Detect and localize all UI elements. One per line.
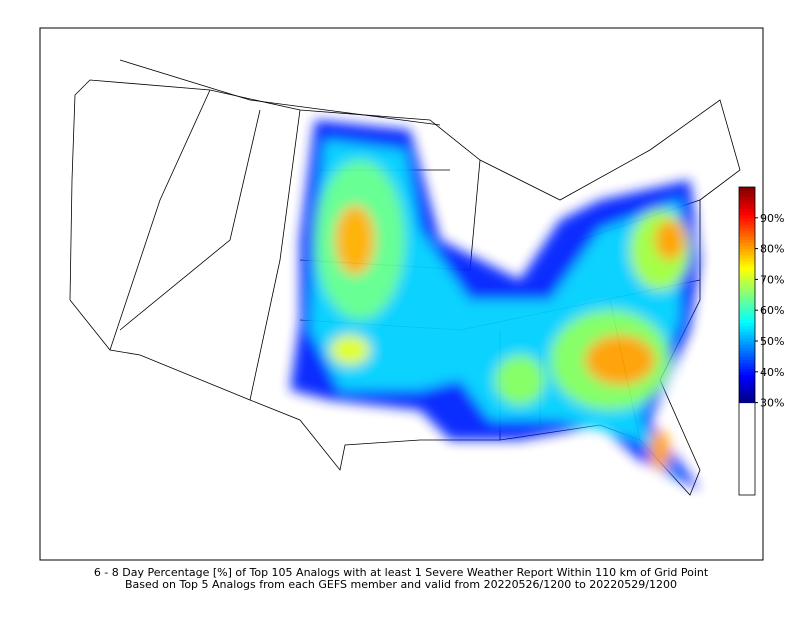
colorbar-segment [739, 390, 755, 394]
colorbar-segment [739, 233, 755, 237]
colorbar-tick-label: 50% [760, 335, 784, 348]
colorbar-segment [739, 208, 755, 213]
colorbar-segment [739, 322, 755, 327]
caption-line: Based on Top 5 Analogs from each GEFS me… [125, 578, 677, 591]
colorbar-segment [739, 304, 755, 308]
colorbar-segment [739, 245, 755, 250]
colorbar-segment [739, 319, 755, 324]
colorbar-tick-label: 70% [760, 273, 784, 286]
colorbar-segment [739, 313, 755, 317]
colorbar-segment [739, 384, 755, 388]
colorbar-tick-label: 90% [760, 212, 784, 225]
colorbar-segment [739, 347, 755, 351]
colorbar-segment [739, 368, 755, 373]
colorbar-segment [739, 331, 755, 336]
colorbar-segment [739, 300, 755, 305]
caption-line: 6 - 8 Day Percentage [%] of Top 105 Anal… [94, 566, 709, 579]
colorbar-segment [739, 260, 755, 265]
colorbar-segment [739, 294, 755, 299]
colorbar-segment [739, 353, 755, 357]
colorbar-segment [739, 350, 755, 354]
colorbar-segment [739, 396, 755, 401]
heatmap [290, 120, 700, 490]
colorbar-segment [739, 211, 755, 216]
colorbar-segment [739, 310, 755, 314]
colorbar-segment [739, 365, 755, 370]
colorbar-segment [739, 223, 755, 228]
colorbar-segment [739, 187, 755, 191]
colorbar-segment [739, 257, 755, 262]
colorbar-tick-label: 60% [760, 304, 784, 317]
colorbar-segment [739, 393, 755, 397]
colorbar-segment [739, 381, 755, 385]
colorbar-segment [739, 291, 755, 296]
colorbar-segment [739, 273, 755, 277]
colorbar-segment [739, 356, 755, 360]
colorbar-segment [739, 359, 755, 364]
colorbar-segment [739, 316, 755, 320]
colorbar-segment [739, 254, 755, 259]
colorbar: 30% 40% 50% 60% 70% 80% 90% [738, 186, 784, 496]
colorbar-segment [739, 239, 755, 243]
colorbar-segment [739, 344, 755, 348]
colorbar-segment [739, 374, 755, 379]
colorbar-segment [739, 337, 755, 342]
colorbar-segment [739, 328, 755, 333]
colorbar-tick-label: 30% [760, 397, 784, 410]
colorbar-segment [739, 202, 755, 206]
colorbar-segment [739, 236, 755, 240]
colorbar-segment [739, 279, 755, 283]
colorbar-segment [739, 334, 755, 339]
colorbar-segment [739, 267, 755, 271]
colorbar-segment [739, 307, 755, 311]
colorbar-segment [739, 264, 755, 268]
colorbar-segment [739, 276, 755, 280]
colorbar-tick-label: 80% [760, 243, 784, 256]
colorbar-segment [739, 242, 755, 247]
colorbar-segment [739, 251, 755, 256]
colorbar-segment [739, 371, 755, 376]
colorbar-tick-label: 40% [760, 366, 784, 379]
colorbar-segment [739, 227, 755, 231]
colorbar-segment [739, 297, 755, 302]
colorbar-segment [739, 230, 755, 234]
colorbar-segment [739, 193, 755, 197]
colorbar-segment [739, 214, 755, 219]
colorbar-segment [739, 217, 755, 222]
colorbar-segment [739, 199, 755, 203]
colorbar-segment [739, 399, 755, 404]
colorbar-segment [739, 288, 755, 293]
colorbar-segment [739, 248, 755, 253]
colorbar-segment [739, 362, 755, 367]
colorbar-segment [739, 282, 755, 287]
colorbar-segment [739, 377, 755, 382]
colorbar-segment [739, 285, 755, 290]
colorbar-segment [739, 270, 755, 274]
colorbar-segment [739, 190, 755, 194]
colorbar-segment [739, 196, 755, 200]
colorbar-segment [739, 387, 755, 391]
colorbar-segment [739, 341, 755, 345]
colorbar-segment [739, 325, 755, 330]
colorbar-segment [739, 220, 755, 225]
colorbar-segment [739, 205, 755, 210]
